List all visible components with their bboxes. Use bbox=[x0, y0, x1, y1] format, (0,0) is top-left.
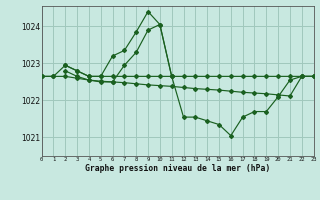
X-axis label: Graphe pression niveau de la mer (hPa): Graphe pression niveau de la mer (hPa) bbox=[85, 164, 270, 173]
